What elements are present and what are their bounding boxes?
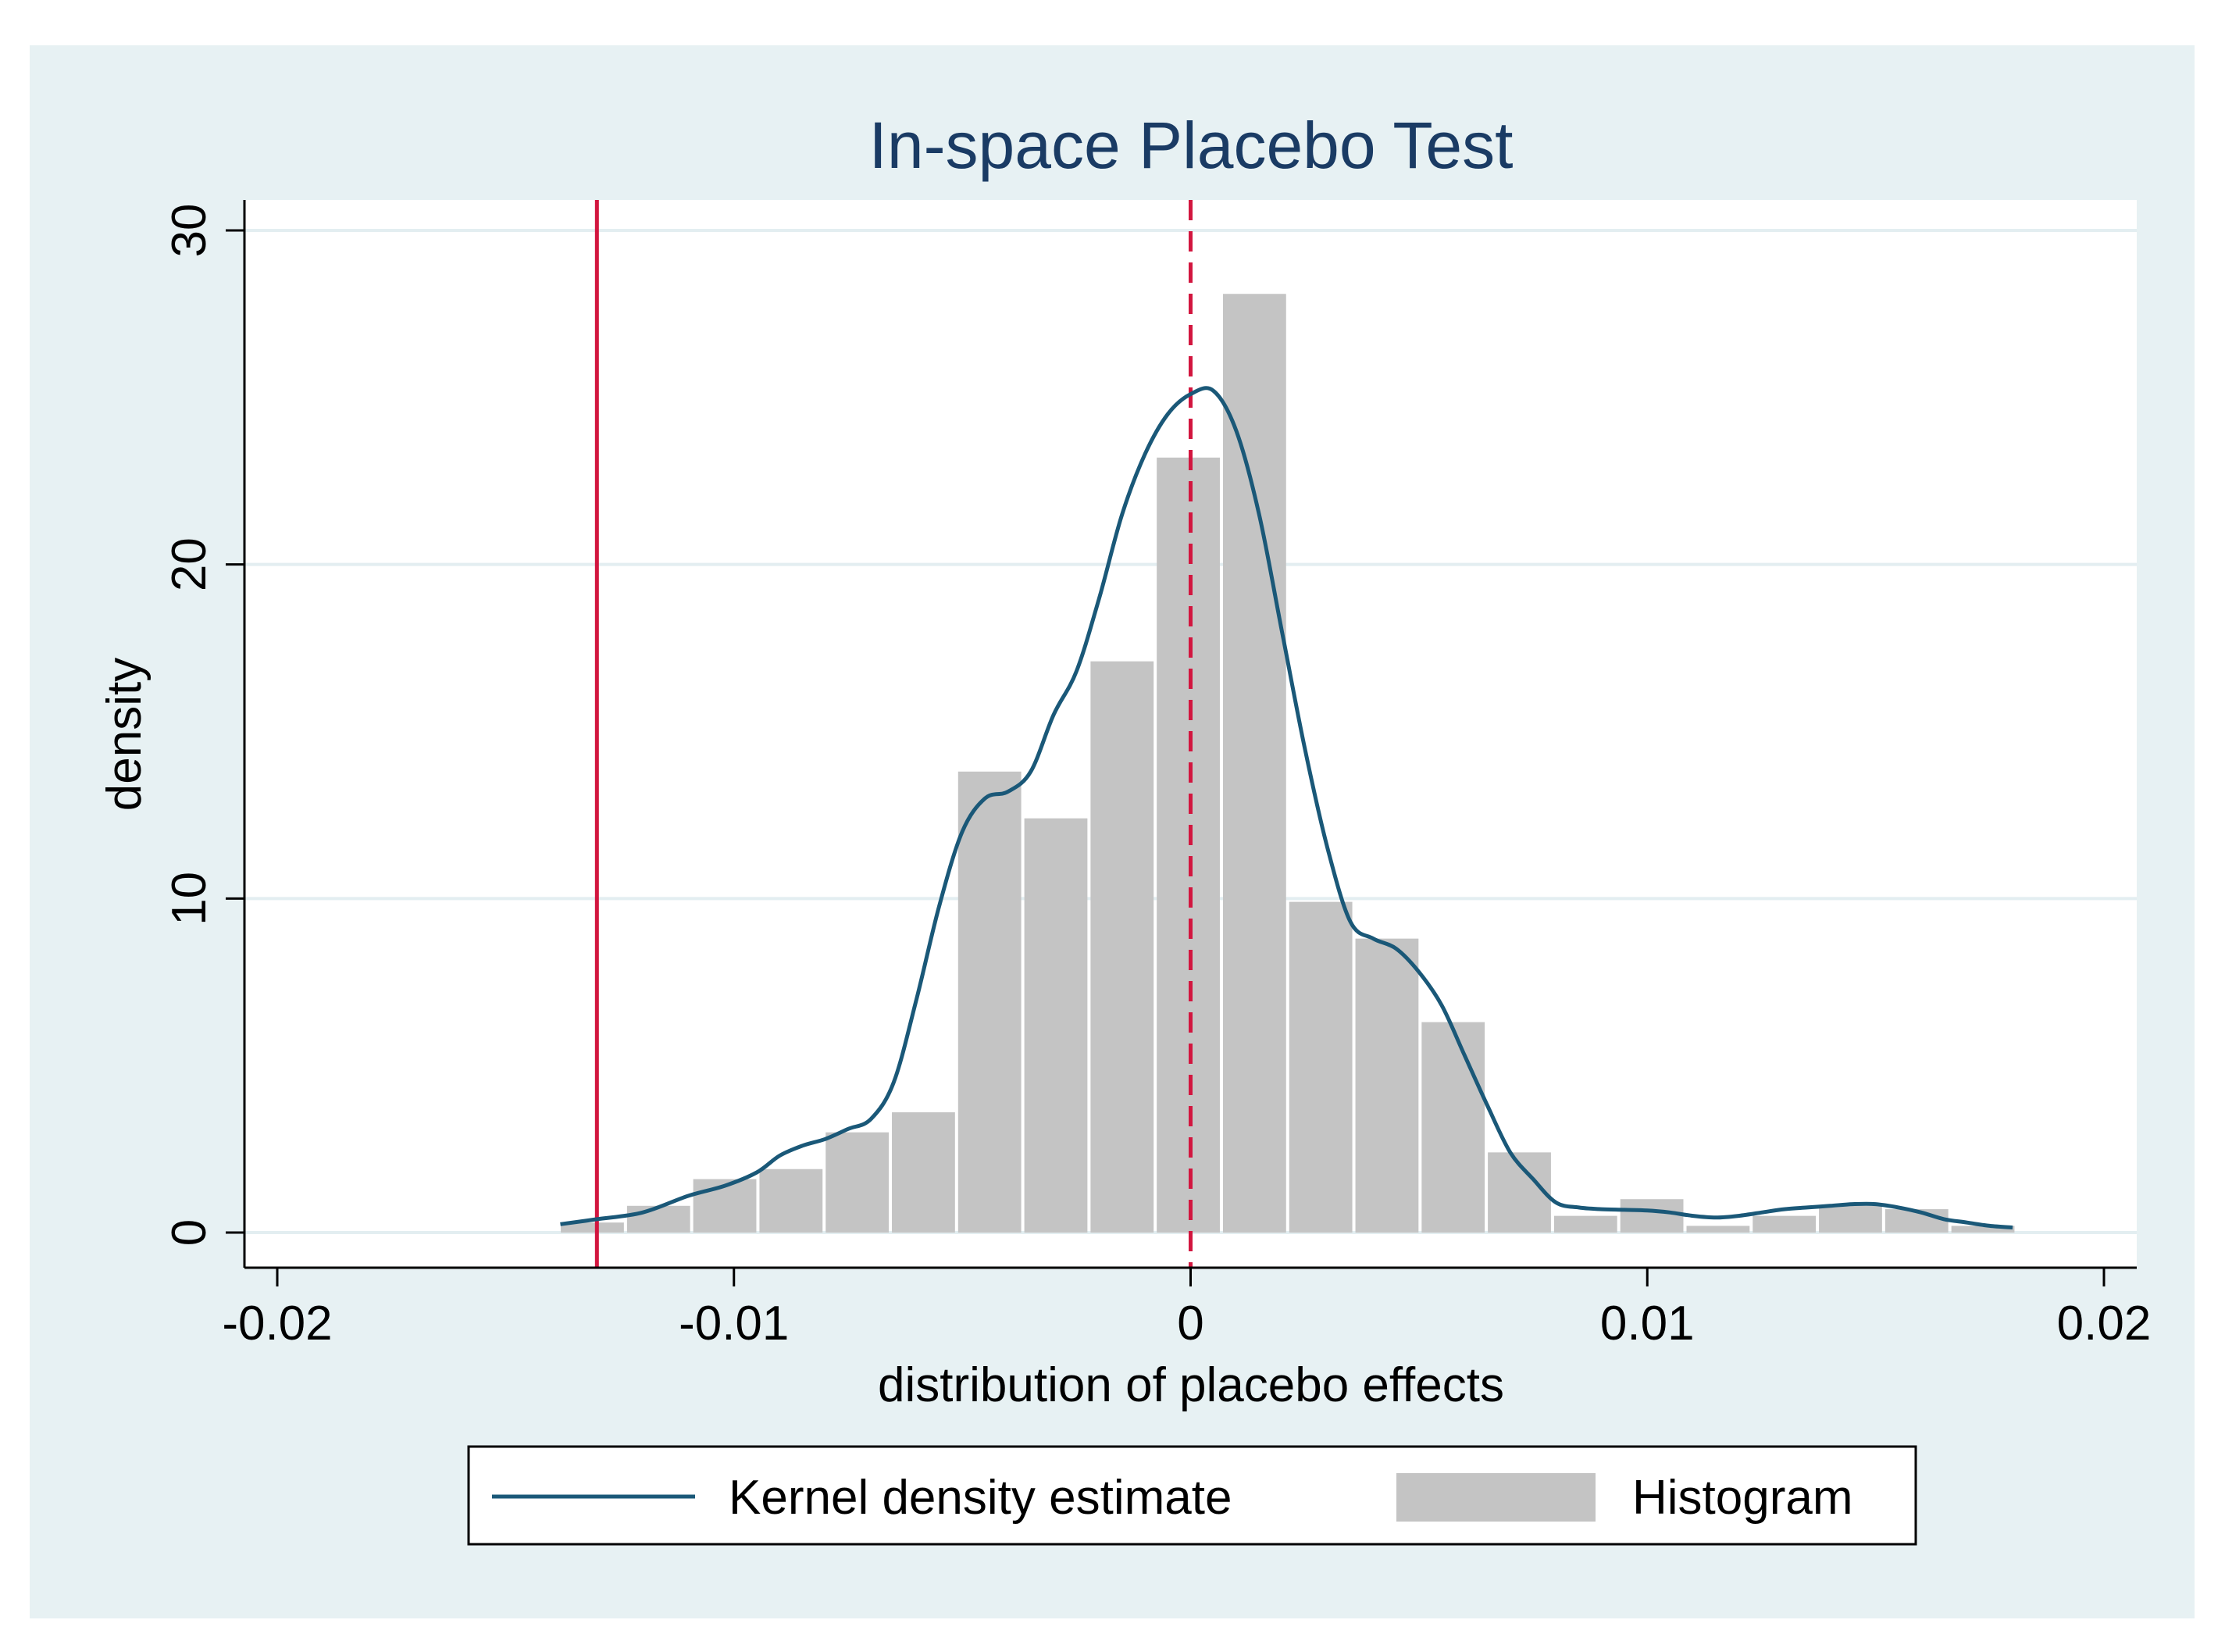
legend: Kernel density estimate Histogram (467, 1445, 1917, 1546)
histogram-bar-16 (1620, 1199, 1684, 1233)
histogram-bar-8 (1090, 661, 1154, 1233)
histogram-bar-5 (892, 1112, 955, 1233)
histogram-bar-6 (957, 771, 1022, 1233)
x-axis-title: distribution of placebo effects (878, 1358, 1504, 1412)
histogram-bar-17 (1686, 1226, 1750, 1233)
histogram-bar-18 (1753, 1215, 1817, 1233)
histogram-bar-12 (1355, 938, 1419, 1233)
y-tick-label-1: 10 (162, 872, 216, 926)
histogram-bar-15 (1553, 1215, 1617, 1233)
reference-lines (594, 200, 1193, 1268)
histogram-bars (561, 294, 2015, 1233)
chart-title: In-space Placebo Test (869, 109, 1514, 182)
legend-histogram-label: Histogram (1632, 1471, 1853, 1525)
histogram-bar-9 (1157, 457, 1220, 1233)
histogram-bar-11 (1289, 901, 1353, 1233)
histogram-bar-10 (1222, 294, 1286, 1233)
histogram-bar-19 (1819, 1205, 1882, 1233)
x-tick-label-4: 0.02 (2057, 1297, 2152, 1351)
legend-kde-label: Kernel density estimate (729, 1471, 1232, 1525)
y-tick-label-3: 30 (162, 204, 216, 258)
histogram-bar-21 (1951, 1226, 2015, 1233)
legend-box (467, 1445, 1917, 1546)
y-tick-label-0: 0 (162, 1219, 216, 1246)
x-tick-label-1: -0.01 (679, 1297, 789, 1351)
x-tick-label-0: -0.02 (222, 1297, 332, 1351)
histogram-bar-3 (759, 1169, 823, 1233)
kde-curve (560, 386, 2013, 1230)
histogram-bar-4 (825, 1132, 890, 1233)
x-tick-label-2: 0 (1177, 1297, 1203, 1351)
x-tick-label-3: 0.01 (1600, 1297, 1695, 1351)
y-tick-label-2: 20 (162, 537, 216, 591)
legend-histogram-swatch (1396, 1473, 1596, 1522)
kde-line (560, 386, 2013, 1230)
histogram-bar-0 (561, 1222, 624, 1233)
histogram-bar-13 (1421, 1022, 1485, 1233)
histogram-bar-1 (626, 1205, 690, 1233)
y-axis-title: density (98, 658, 152, 811)
histogram-bar-7 (1024, 818, 1088, 1233)
histogram-bar-2 (693, 1179, 757, 1233)
axes: -0.02 -0.01 0 0.01 0.02 0 10 20 30 (162, 200, 2151, 1351)
